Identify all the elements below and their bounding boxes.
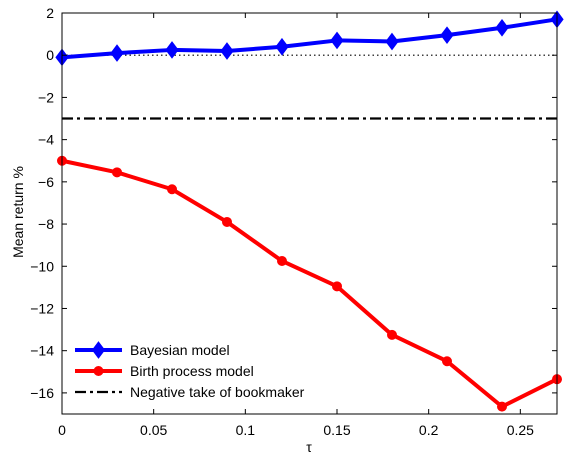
x-tick-label: 0 (58, 422, 66, 438)
x-tick-label: 0.15 (323, 422, 350, 438)
data-point-series-2 (387, 329, 397, 340)
legend-label-2: Birth process model (130, 363, 254, 379)
y-tick-label: −2 (38, 89, 54, 105)
y-tick-label: −14 (30, 343, 54, 359)
y-tick-label: −6 (38, 174, 54, 190)
y-tick-label: −4 (38, 132, 54, 148)
y-tick-label: −16 (30, 385, 54, 401)
plot-area: 0 0.05 0.1 0.15 0.2 0.25 2 0 −2 −4 −6 −8 −10 −12 −14 −1… (30, 5, 564, 438)
y-axis-title: Mean return % (10, 166, 26, 258)
data-point-series-2 (332, 281, 342, 292)
x-tick-label: 0.1 (236, 422, 256, 438)
x-axis-title: τ (306, 439, 312, 455)
data-point-series-2 (222, 216, 232, 227)
x-tick-label: 0.05 (140, 422, 167, 438)
series-line-1 (61, 17, 558, 60)
y-tick-label: 0 (46, 47, 54, 63)
data-point-series-1 (385, 32, 399, 51)
legend: Bayesian model Birth process model Negativ… (75, 341, 305, 400)
y-tick-label: −10 (30, 258, 54, 274)
data-point-series-1 (165, 41, 179, 59)
data-point-series-2 (442, 356, 452, 367)
legend-marker-1 (91, 341, 106, 359)
data-point-series-1 (495, 18, 509, 37)
y-tick-label: −12 (30, 300, 54, 316)
data-point-series-2 (167, 184, 177, 195)
data-point-series-1 (330, 31, 344, 50)
data-point-series-1 (440, 26, 454, 44)
legend-label-1: Bayesian model (130, 342, 230, 358)
x-tick-label: 0.25 (507, 422, 534, 438)
y-tick-label: 2 (46, 5, 54, 21)
data-point-series-2 (497, 401, 507, 412)
data-point-series-1 (275, 37, 289, 56)
series-line-2 (61, 158, 558, 409)
plot-frame (61, 12, 558, 415)
data-point-series-1 (110, 44, 124, 62)
data-point-series-2 (112, 167, 122, 178)
data-point-series-1 (220, 42, 234, 60)
legend-label-3: Negative take of bookmaker (130, 384, 305, 400)
y-tick-label: −8 (38, 216, 54, 232)
legend-marker-2 (93, 366, 104, 376)
data-point-series-2 (277, 255, 287, 266)
x-tick-label: 0.2 (419, 422, 439, 438)
